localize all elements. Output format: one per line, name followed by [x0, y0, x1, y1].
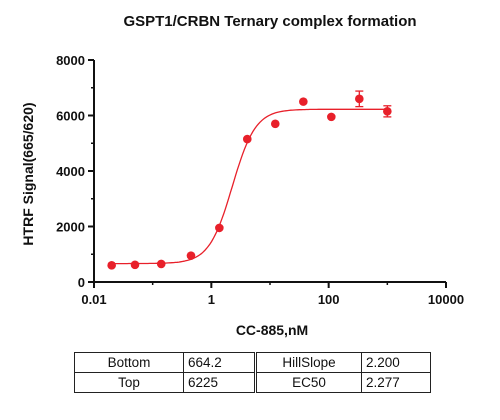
- data-points-layer: [107, 90, 392, 270]
- data-point: [215, 223, 224, 233]
- table-cell: 2.277: [361, 372, 431, 393]
- data-point: [270, 119, 280, 129]
- table-cell: 664.2: [183, 352, 256, 373]
- data-point: [383, 107, 392, 116]
- data-point: [156, 259, 166, 269]
- y-axis-label: HTRF Signal(665/620): [20, 102, 36, 245]
- y-tick-label: 4000: [56, 164, 85, 179]
- y-tick-label: 6000: [56, 109, 85, 124]
- x-tick-label: 10000: [428, 292, 464, 307]
- y-tick-label: 8000: [56, 53, 85, 68]
- fit-parameters-table: Bottom 664.2 HillSlope 2.200 Top 6225 EC…: [74, 352, 431, 393]
- data-point: [186, 251, 196, 260]
- data-point: [107, 261, 116, 270]
- x-tick-label: 1: [208, 292, 215, 307]
- x-axis-label: CC-885,nM: [236, 322, 308, 338]
- x-tick-label: 0.01: [81, 292, 106, 307]
- x-tick-label: 100: [318, 292, 340, 307]
- fit-curve-layer: [111, 108, 388, 265]
- table-cell: Top: [74, 372, 184, 393]
- chart: GSPT1/CRBN Ternary complex formation HTR…: [20, 13, 464, 338]
- chart-title: GSPT1/CRBN Ternary complex formation: [123, 13, 416, 30]
- table-cell: 2.200: [361, 352, 431, 373]
- table-cell: EC50: [254, 372, 362, 393]
- data-point: [242, 134, 252, 144]
- axes: 0 2000 4000 6000 8000 0.01 1 100 10000: [56, 53, 464, 307]
- data-point: [355, 94, 364, 104]
- table-cell: HillSlope: [254, 352, 362, 373]
- table-cell: Bottom: [74, 352, 184, 373]
- data-point: [130, 260, 140, 270]
- data-point: [327, 112, 336, 122]
- fit-curve: [111, 108, 388, 265]
- table-row: Top 6225 EC50 2.277: [74, 372, 431, 393]
- table-cell: 6225: [183, 372, 256, 393]
- y-tick-label: 2000: [56, 220, 85, 235]
- table-row: Bottom 664.2 HillSlope 2.200: [74, 352, 431, 373]
- data-point: [299, 97, 308, 106]
- y-tick-label: 0: [78, 275, 85, 290]
